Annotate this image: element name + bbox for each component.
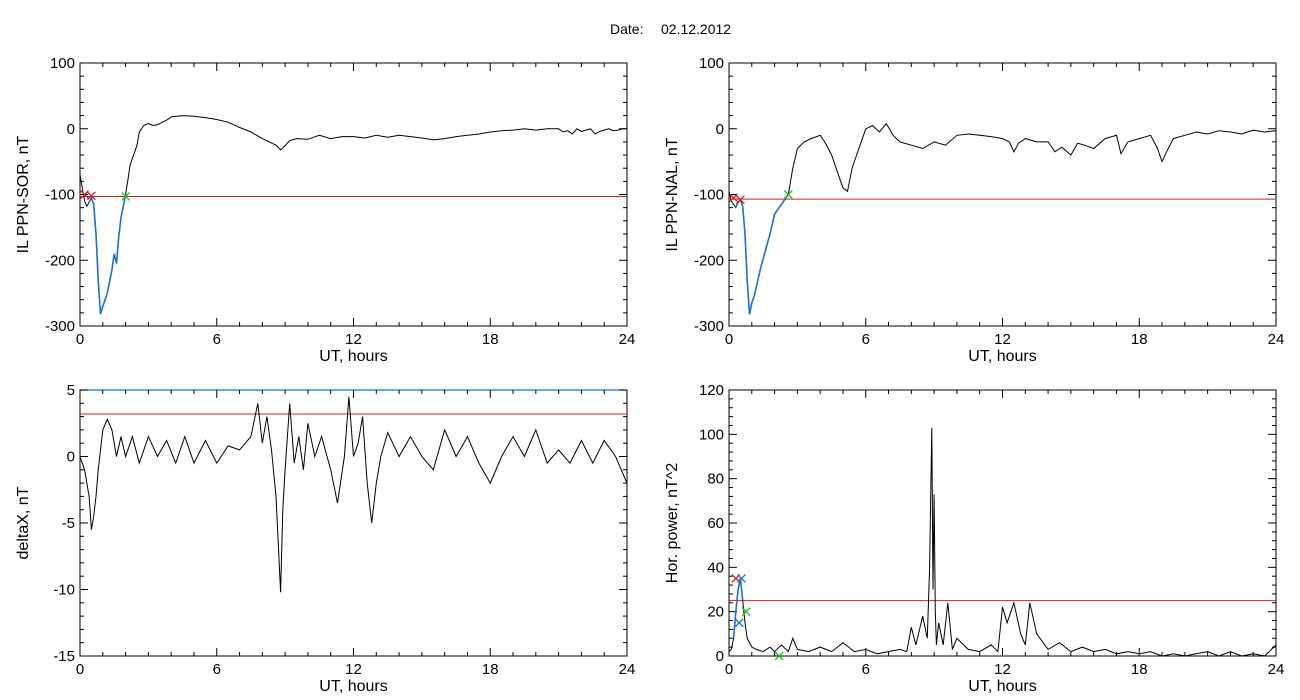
y-tick-label: 100 bbox=[699, 55, 724, 72]
date-value: 02.12.2012 bbox=[661, 21, 731, 37]
x-tick-label: 12 bbox=[994, 331, 1011, 348]
y-tick-label: 120 bbox=[699, 382, 724, 399]
event-marker bbox=[774, 651, 784, 661]
y-tick-label: 0 bbox=[67, 449, 75, 466]
chart-panel-1: 0 6 12 18 24 -300 -200 -100 0 100 UT, hours IL PPN-… bbox=[15, 55, 635, 365]
x-tick-label: 18 bbox=[482, 331, 499, 348]
series-line bbox=[729, 427, 1276, 656]
x-tick-label: 6 bbox=[862, 331, 870, 348]
y-tick-label: 0 bbox=[67, 121, 75, 138]
x-tick-label: 0 bbox=[76, 331, 84, 348]
x-tick-label: 12 bbox=[994, 661, 1011, 678]
y-tick-label: -300 bbox=[45, 318, 75, 335]
y-tick-label: -100 bbox=[45, 187, 75, 204]
y-tick-label: 100 bbox=[699, 426, 724, 443]
y-axis-label: Hor. power, nT^2 bbox=[664, 463, 681, 584]
y-tick-label: 0 bbox=[716, 121, 724, 138]
y-tick-label: 5 bbox=[67, 382, 75, 399]
x-tick-label: 18 bbox=[1131, 331, 1148, 348]
event-marker bbox=[734, 618, 744, 628]
event-marker bbox=[121, 192, 131, 201]
highlight-segment bbox=[735, 194, 789, 315]
event-marker bbox=[735, 195, 745, 205]
event-marker bbox=[729, 193, 739, 203]
x-axis-label: UT, hours bbox=[968, 348, 1036, 365]
plot-area bbox=[729, 427, 1276, 656]
y-axis-label: deltaX, nT bbox=[15, 486, 32, 559]
x-tick-label: 24 bbox=[1268, 331, 1285, 348]
x-tick-label: 18 bbox=[482, 661, 499, 678]
x-axis-label: UT, hours bbox=[319, 348, 387, 365]
plot-area bbox=[80, 115, 627, 315]
date-label: Date: bbox=[610, 21, 643, 37]
y-tick-label: -200 bbox=[694, 252, 724, 269]
event-marker bbox=[80, 190, 90, 199]
plot-frame bbox=[728, 389, 1277, 657]
event-marker bbox=[737, 573, 746, 583]
plot-frame bbox=[79, 62, 628, 327]
plot-area bbox=[80, 396, 627, 593]
x-tick-label: 18 bbox=[1131, 661, 1148, 678]
x-tick-label: 12 bbox=[345, 661, 362, 678]
y-tick-label: -100 bbox=[694, 187, 724, 204]
y-tick-label: 100 bbox=[50, 55, 75, 72]
y-tick-label: 0 bbox=[716, 648, 724, 665]
x-tick-label: 24 bbox=[1268, 661, 1285, 678]
y-tick-label: 40 bbox=[707, 559, 724, 576]
x-tick-label: 24 bbox=[619, 331, 636, 348]
x-tick-label: 0 bbox=[725, 331, 733, 348]
x-tick-label: 0 bbox=[76, 661, 84, 678]
x-axis-label: UT, hours bbox=[319, 678, 387, 695]
highlight-segment bbox=[88, 194, 127, 315]
y-tick-label: -300 bbox=[694, 318, 724, 335]
x-tick-label: 6 bbox=[213, 331, 221, 348]
series-line bbox=[729, 122, 1276, 315]
y-tick-label: 60 bbox=[707, 515, 724, 532]
x-tick-label: 24 bbox=[619, 661, 636, 678]
y-tick-label: -15 bbox=[53, 648, 75, 665]
plot-frame bbox=[79, 389, 628, 657]
y-tick-label: 20 bbox=[707, 604, 724, 621]
y-axis-label: IL PPN-SOR, nT bbox=[15, 135, 32, 253]
y-tick-label: -200 bbox=[45, 252, 75, 269]
x-tick-label: 12 bbox=[345, 331, 362, 348]
chart-panel-2: 0 6 12 18 24 -300 -200 -100 0 100 UT, hours IL PPN-… bbox=[664, 55, 1284, 365]
series-line bbox=[80, 396, 627, 593]
y-axis-label: IL PPN-NAL, nT bbox=[664, 137, 681, 251]
x-tick-label: 6 bbox=[862, 661, 870, 678]
highlight-segment bbox=[732, 578, 744, 639]
plot-frame bbox=[728, 62, 1277, 327]
event-marker bbox=[741, 607, 751, 617]
event-marker bbox=[783, 190, 793, 199]
x-tick-label: 0 bbox=[725, 661, 733, 678]
chart-panel-4: 0 6 12 18 24 0 20 40 60 80 100 120 UT, hours Hor. pow… bbox=[664, 382, 1284, 695]
series-line bbox=[80, 115, 627, 315]
event-marker bbox=[86, 191, 96, 201]
y-tick-label: -10 bbox=[53, 582, 75, 599]
chart-panel-3: 0 6 12 18 24 -15 -10 -5 0 5 UT, hours deltaX, nT bbox=[15, 382, 635, 695]
x-axis-label: UT, hours bbox=[968, 678, 1036, 695]
y-tick-label: 80 bbox=[707, 471, 724, 488]
x-tick-label: 6 bbox=[213, 661, 221, 678]
y-tick-label: -5 bbox=[62, 515, 75, 532]
plot-area bbox=[729, 122, 1276, 315]
